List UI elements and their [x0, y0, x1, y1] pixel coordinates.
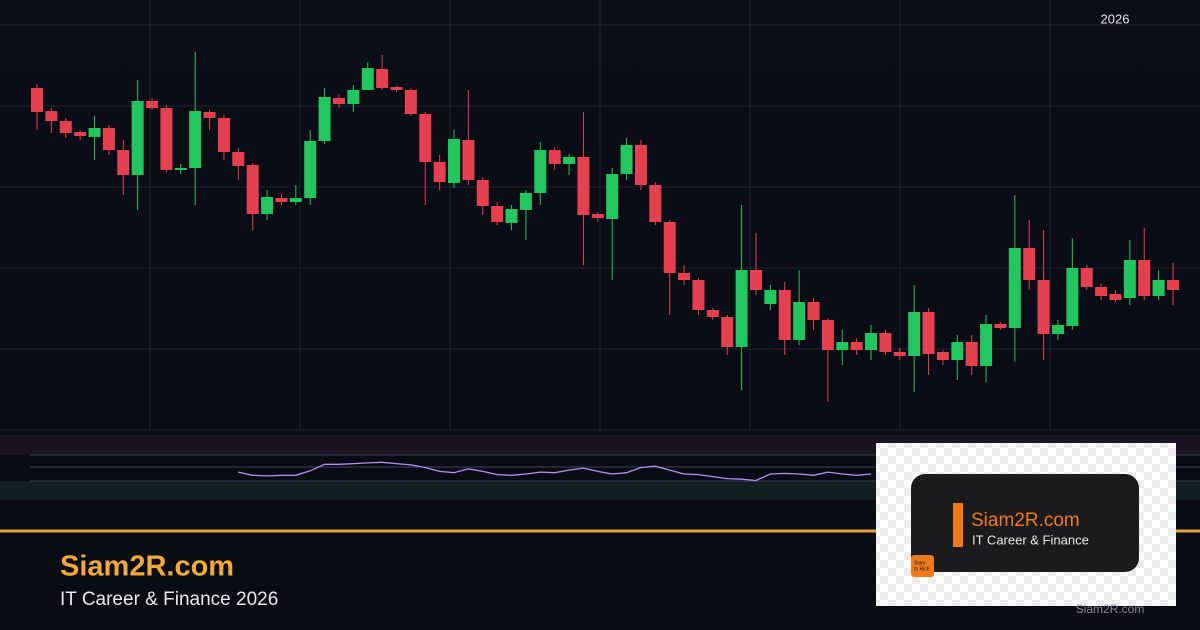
candle-body	[577, 157, 590, 215]
candle-body	[1095, 287, 1108, 296]
candle-body	[376, 69, 389, 88]
candle-body	[433, 162, 446, 182]
candle-body	[548, 150, 561, 164]
candle-body	[778, 290, 791, 340]
candle-body	[634, 145, 647, 185]
candle-body	[448, 139, 461, 183]
plot	[31, 52, 1179, 482]
candle-body	[261, 197, 274, 214]
candle-body	[1138, 260, 1151, 296]
candle-body	[102, 128, 115, 150]
candle-body	[88, 128, 101, 137]
candle-body	[1008, 248, 1021, 328]
candle-body	[491, 206, 504, 222]
period-label: 2026	[1101, 11, 1130, 26]
candle-body	[117, 150, 130, 175]
candle-body	[836, 342, 849, 350]
candle-body	[31, 88, 43, 112]
candle-body	[807, 302, 820, 320]
candle-body	[1066, 268, 1079, 326]
candle-body	[749, 270, 762, 290]
candle-body	[347, 90, 360, 104]
logo-icon-text: Siam	[914, 560, 925, 566]
candle-body	[217, 118, 230, 152]
candle-body	[1051, 325, 1064, 334]
candle-body	[994, 324, 1007, 328]
candle-body	[1080, 268, 1093, 287]
candle-body	[620, 145, 633, 174]
candle-body	[850, 342, 863, 350]
candle-body	[304, 141, 317, 198]
candle-body	[289, 198, 302, 202]
candle-body	[462, 140, 475, 180]
candle-body	[189, 111, 202, 168]
candle-body	[318, 97, 331, 141]
candle-body	[1167, 280, 1179, 290]
candle-body	[332, 98, 345, 104]
candle-body	[649, 185, 662, 222]
candle-body	[980, 324, 993, 366]
candle-body	[721, 317, 734, 347]
candle-body	[131, 101, 144, 175]
candle-body	[821, 320, 834, 350]
candle-body	[232, 152, 245, 166]
candle-body	[1152, 280, 1165, 296]
candle-body	[45, 111, 58, 121]
footer-subtitle: IT Career & Finance 2026	[60, 589, 278, 610]
candle-body	[174, 168, 187, 170]
candle-body	[160, 108, 173, 170]
candle-body	[404, 90, 417, 114]
candle-body	[1023, 248, 1036, 280]
logo-title: Siam2R.com	[971, 510, 1080, 531]
candle-body	[519, 193, 532, 210]
candle-body	[1109, 294, 1122, 300]
logo-icon	[911, 555, 934, 577]
logo-box	[911, 474, 1139, 572]
candle-body	[936, 352, 949, 360]
candle-body	[764, 290, 777, 304]
logo-icon-text: to Rich	[914, 566, 930, 572]
candle-body	[361, 68, 374, 90]
candle-body	[1037, 280, 1050, 334]
candle-body	[678, 273, 691, 280]
candle-body	[505, 209, 518, 223]
candle-body	[965, 342, 978, 366]
watermark: Siam2R.com	[1076, 602, 1145, 616]
candle-body	[203, 112, 216, 118]
candle-body	[419, 114, 432, 162]
candle-body	[706, 310, 719, 317]
candle-body	[606, 174, 619, 219]
candle-body	[793, 302, 806, 340]
candle-body	[563, 157, 576, 164]
candle-body	[922, 312, 935, 354]
candle-body	[146, 101, 159, 108]
indicator-line	[238, 461, 872, 482]
candle-body	[476, 180, 489, 206]
candle-body	[275, 198, 288, 202]
candle-body	[692, 280, 705, 310]
candle-body	[879, 333, 892, 352]
logo-card: Siam2R.com IT Career & Finance Siam to R…	[876, 443, 1176, 606]
candle-body	[534, 150, 547, 193]
candle-body	[246, 165, 259, 214]
candle-body	[865, 333, 878, 350]
footer-title: Siam2R.com	[60, 551, 234, 583]
candle-body	[74, 132, 87, 136]
candle-body	[59, 121, 72, 133]
logo-bar	[953, 503, 963, 547]
candle-body	[951, 342, 964, 360]
candle-body	[591, 214, 604, 218]
candle-body	[908, 312, 921, 356]
candle-body	[390, 87, 403, 90]
candle-body	[663, 222, 676, 273]
candle-body	[1123, 260, 1136, 298]
candle-body	[735, 270, 748, 347]
candle-body	[893, 352, 906, 356]
logo-subtitle: IT Career & Finance	[972, 532, 1089, 547]
